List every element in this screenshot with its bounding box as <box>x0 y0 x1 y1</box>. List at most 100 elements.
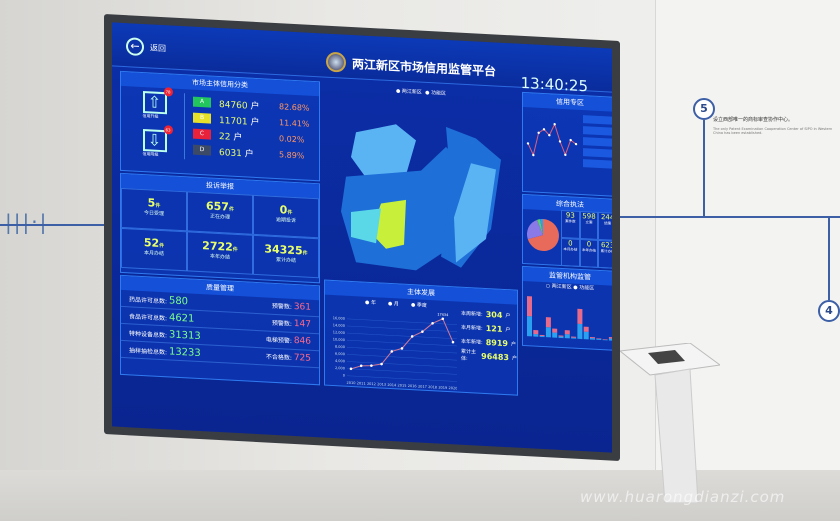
credit-downgrade-button[interactable]: ⇩ 63 信用降级 <box>142 125 173 158</box>
bar <box>596 338 602 341</box>
x-tick-label: 2020 <box>449 386 457 390</box>
stat-value: 2722 <box>202 239 233 254</box>
map-region <box>454 163 496 263</box>
police-badge-icon <box>326 51 346 73</box>
pie-slice <box>537 219 543 236</box>
dev-tab[interactable]: ● 季度 <box>410 302 427 309</box>
data-point <box>370 364 373 367</box>
data-point <box>564 153 567 157</box>
bar <box>577 323 583 340</box>
peak-label: 17434 <box>437 312 449 317</box>
complaint-stat[interactable]: 5件 今日受理 <box>121 187 187 232</box>
enforcement-stat[interactable]: 598 立案 <box>579 210 599 240</box>
unit: 户 <box>233 132 243 143</box>
x-tick-label: 2013 <box>377 382 386 386</box>
timeline-line <box>703 120 705 216</box>
y-tick-label: 0 <box>343 374 345 378</box>
warn-label: 电梯预警: <box>265 336 292 345</box>
bar <box>552 332 558 338</box>
data-point <box>526 142 530 145</box>
wall-caption: 设立西部唯一的商标审查协作中心。 The only Patent Examinat… <box>713 117 833 135</box>
bar <box>583 326 589 332</box>
bar <box>577 308 583 325</box>
complaint-stat[interactable]: 2722件 本年办结 <box>187 231 253 275</box>
complaint-stat[interactable]: 34325件 累计办结 <box>253 234 319 279</box>
x-tick-label: 2017 <box>418 384 427 388</box>
bar <box>596 338 602 340</box>
warn-value: 147 <box>293 318 311 330</box>
warn-label: 不合格数: <box>265 353 292 362</box>
gridline <box>347 354 457 361</box>
enforcement-stat[interactable]: 244 结案 <box>598 211 612 241</box>
stat-value: 52 <box>143 236 160 250</box>
arrow-left-icon: ← <box>126 37 144 57</box>
complaint-stat[interactable]: 52件 本月办结 <box>121 227 187 272</box>
grade-badge: A <box>193 96 211 108</box>
map-region <box>351 124 416 178</box>
complaint-stat[interactable]: 657件 正在办理 <box>187 191 253 235</box>
enforcement-stat[interactable]: 0 本月办结 <box>561 237 580 267</box>
bar <box>608 338 612 341</box>
unit: 户 <box>250 101 260 112</box>
bar <box>533 333 539 337</box>
wall-logo: |||·| <box>5 210 49 234</box>
unit: 件 <box>228 206 234 213</box>
level-count: 6031 <box>219 147 242 159</box>
timeline-line <box>0 224 104 226</box>
credit-upgrade-button[interactable]: ⇧ 78 信用升级 <box>142 87 173 120</box>
data-point <box>390 350 394 353</box>
level-count: 84760 <box>219 99 248 112</box>
bar <box>545 327 551 338</box>
quality-label: 抽样抽检总数: <box>129 346 168 356</box>
dev-tab[interactable]: ● 月 <box>387 300 399 308</box>
y-tick-label: 10,000 <box>333 337 345 342</box>
unit: 件 <box>155 202 161 209</box>
unit: 户 <box>250 117 260 128</box>
data-point <box>532 153 535 157</box>
gridline <box>347 375 457 382</box>
bar <box>564 334 570 339</box>
x-tick-label: 2012 <box>367 382 376 386</box>
complaints-panel: 投诉举报 5件 今日受理 657件 正在办理 0件 逾期投诉 52件 本月办结 2722件 本年办… <box>120 172 320 284</box>
supervision-panel: 监管机构监管 ○ 两江新区 ● 功能区 <box>522 265 612 351</box>
development-line-chart: 0 2,000 4,000 6,000 8,000 10,000 12,000 14,000 1… <box>333 312 457 391</box>
bar <box>602 339 608 341</box>
arrow-up-icon: ⇧ <box>147 92 162 112</box>
bar <box>527 296 532 317</box>
quality-value: 580 <box>168 294 189 307</box>
bar <box>527 316 532 337</box>
credit-class-panel: 市场主体信用分类 ⇧ 78 信用升级 ⇩ 63 信用降级 A 84760 户 82.68% B… <box>120 70 320 182</box>
back-button[interactable]: ← 返回 <box>126 37 166 57</box>
data-point <box>380 362 383 366</box>
district-map[interactable] <box>326 91 516 281</box>
gridline <box>347 325 457 332</box>
dev-tab[interactable]: ● 年 <box>365 299 376 307</box>
bar <box>583 331 589 340</box>
quality-value: 4621 <box>168 311 195 325</box>
level-pct: 82.68% <box>279 101 310 113</box>
data-point <box>441 317 445 321</box>
step-5: 5 <box>693 98 715 120</box>
series-line <box>350 318 454 370</box>
y-tick-label: 14,000 <box>333 323 345 328</box>
data-point <box>574 142 578 146</box>
data-point <box>431 322 434 325</box>
gridline <box>347 318 457 325</box>
unit: 件 <box>232 246 238 254</box>
quality-label: 特种设备总数: <box>129 329 168 339</box>
timeline-line <box>828 216 830 300</box>
complaint-stat[interactable]: 0件 逾期投诉 <box>253 194 319 239</box>
enforcement-stat[interactable]: 93 案件数 <box>561 209 580 239</box>
data-point <box>410 335 414 338</box>
y-tick-label: 8,000 <box>335 345 345 350</box>
page-title: 两江新区市场信用监管平台 <box>352 56 497 79</box>
bar <box>533 329 539 335</box>
data-point <box>451 340 455 344</box>
quality-label: 食品许可总数: <box>129 312 168 322</box>
enforcement-stat[interactable]: 623 累计办结 <box>598 239 612 269</box>
supervision-bar-chart <box>527 296 612 341</box>
series-line <box>527 122 577 157</box>
level-pct: 11.41% <box>279 117 310 129</box>
data-point <box>421 330 424 333</box>
enforcement-stat[interactable]: 0 本年办结 <box>579 238 599 268</box>
